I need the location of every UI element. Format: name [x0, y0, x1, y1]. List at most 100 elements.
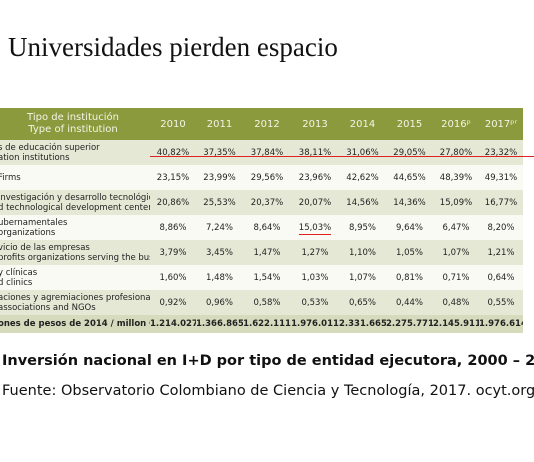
cell-value: 9,64% [395, 222, 423, 233]
cell-value: 29,56% [250, 172, 284, 183]
cell: 6,47% [433, 215, 479, 240]
cell-value: 6,47% [442, 222, 470, 233]
cell: 1,27% [291, 240, 339, 265]
cell: 20,37% [243, 190, 291, 215]
data-table: Tipo de institución Type of institution 20… [0, 108, 523, 333]
row-label-line: Firms [0, 172, 21, 183]
row-label: ubernamentales organizations [0, 215, 150, 240]
cell: 29,56% [243, 165, 291, 190]
row-label-line: aciones y agremiaciones profesionales [0, 292, 150, 303]
cell: 8,95% [339, 215, 386, 240]
year-header: 2015 [386, 108, 433, 140]
cell: 27,80% [433, 140, 479, 165]
cell-value: 8,64% [253, 222, 281, 233]
cell: 40,82% [150, 140, 196, 165]
cell-value: 7,24% [205, 222, 233, 233]
cell: 2.275.771 [386, 315, 433, 333]
cell-value: 1.214.027 [150, 319, 196, 329]
cell: 1.976.011 [291, 315, 339, 333]
cell-value: 8,86% [159, 222, 187, 233]
cell-value: 16,77% [484, 197, 518, 208]
cell: 20,07% [291, 190, 339, 215]
cell-value: 1,60% [159, 272, 187, 283]
cell-value: 1,03% [301, 272, 329, 283]
cell-value: 0,44% [395, 297, 423, 308]
cell-value: 2.331.665 [339, 319, 386, 329]
row-label-line: s de educación superior [0, 142, 100, 153]
cell: 1,10% [339, 240, 386, 265]
cell: 0,55% [479, 290, 523, 315]
cell-value: 37,84% [250, 147, 284, 158]
cell-value: 1,47% [253, 247, 281, 258]
cell-value: 1,54% [253, 272, 281, 283]
cell-value: 0,55% [487, 297, 515, 308]
cell-value: 31,06% [346, 147, 379, 158]
cell-value: 42,62% [346, 172, 379, 183]
row-label: ones de pesos de 2014 / millon COP of 20… [0, 315, 150, 333]
cell-value: 14,36% [393, 197, 426, 208]
table-row: vicio de las empresas profits organizatio… [0, 240, 523, 265]
table-row: aciones y agremiaciones profesionales ass… [0, 290, 523, 315]
row-label-line: d clinics [0, 277, 33, 288]
cell-value: 20,07% [298, 197, 332, 208]
cell: 0,64% [479, 265, 523, 290]
header-label-line: Type of institution [28, 124, 118, 135]
cell-value: 0,92% [159, 297, 187, 308]
row-label-line: ubernamentales [0, 217, 68, 228]
caption-title: Inversión nacional en I+D por tipo de en… [2, 353, 534, 369]
cell-value: 15,09% [439, 197, 473, 208]
row-label: investigación y desarrollo tecnológico d … [0, 190, 150, 215]
cell-value: 23,32% [484, 147, 518, 158]
cell: 31,06% [339, 140, 386, 165]
cell-value: 40,82% [156, 147, 190, 158]
cell: 0,92% [150, 290, 196, 315]
cell: 7,24% [196, 215, 243, 240]
cell-value: 1,05% [395, 247, 423, 258]
table-row: investigación y desarrollo tecnológico d … [0, 190, 523, 215]
cell-value: 23,96% [298, 172, 332, 183]
header-label: Tipo de institución Type of institution [0, 108, 150, 140]
cell: 8,64% [243, 215, 291, 240]
cell: 3,79% [150, 240, 196, 265]
cell-value: 0,53% [301, 297, 329, 308]
row-label-line: y clínicas [0, 267, 38, 278]
cell-value: 0,64% [487, 272, 515, 283]
cell-value: 20,37% [250, 197, 284, 208]
row-label-line: associations and NGOs [0, 302, 96, 313]
header-label-line: Tipo de institución [27, 112, 119, 123]
cell: 0,71% [433, 265, 479, 290]
cell: 1.976.614 [479, 315, 523, 333]
row-label-line: vicio de las empresas [0, 242, 90, 253]
cell-value: 3,79% [159, 247, 187, 258]
cell: 23,15% [150, 165, 196, 190]
cell: 0,58% [243, 290, 291, 315]
cell: 1,48% [196, 265, 243, 290]
cell: 2.331.665 [339, 315, 386, 333]
cell-value: 2.145.911 [433, 319, 479, 329]
year-header: 2013 [291, 108, 339, 140]
cell-value: 1.976.011 [291, 319, 339, 329]
cell: 1.214.027 [150, 315, 196, 333]
cell: 23,99% [196, 165, 243, 190]
cell: 20,86% [150, 190, 196, 215]
cell-value: 25,53% [203, 197, 236, 208]
row-label-line: investigación y desarrollo tecnológico [0, 192, 150, 203]
row-label-line: profits organizations serving the busine… [0, 252, 150, 263]
year-header: 2017ᵖʳ [479, 108, 523, 140]
row-label: y clínicas d clinics [0, 265, 150, 290]
year-header: 2011 [196, 108, 243, 140]
cell-value: 8,95% [348, 222, 376, 233]
cell: 0,96% [196, 290, 243, 315]
cell-value: 0,48% [442, 297, 470, 308]
cell: 1,03% [291, 265, 339, 290]
title: Universidades pierden espacio [8, 32, 338, 62]
cell: 8,20% [479, 215, 523, 240]
cell-value: 1.976.614 [479, 319, 523, 329]
cell: 0,81% [386, 265, 433, 290]
table-row: Firms 23,15% 23,99% 29,56% 23,96% 42,62% 44,65… [0, 165, 523, 190]
cell: 23,32% [479, 140, 523, 165]
row-label: aciones y agremiaciones profesionales ass… [0, 290, 150, 315]
cell: 0,44% [386, 290, 433, 315]
cell-value: 1,07% [442, 247, 470, 258]
cell: 37,35% [196, 140, 243, 165]
